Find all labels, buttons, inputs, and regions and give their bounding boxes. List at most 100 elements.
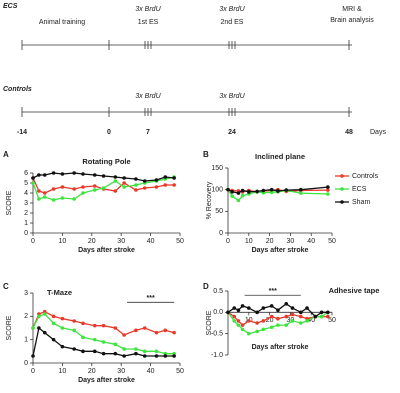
- data-point: [42, 173, 47, 177]
- x-tick-label: 30: [287, 238, 295, 245]
- y-tick-label: 6: [24, 170, 28, 177]
- data-point: [269, 190, 274, 195]
- data-point: [255, 189, 259, 194]
- x-axis-label: Days after stroke: [252, 247, 309, 254]
- legend-label: ECS: [352, 186, 367, 193]
- chart-title: T-Maze: [47, 288, 72, 297]
- event-label: Brain analysis: [330, 17, 374, 24]
- data-point: [261, 188, 266, 193]
- row-label: ECS: [3, 3, 18, 10]
- y-tick-label: 0.0: [213, 309, 223, 316]
- data-point: [284, 323, 289, 327]
- data-point: [134, 177, 138, 181]
- data-point: [269, 325, 274, 330]
- data-point: [113, 189, 118, 193]
- data-point: [101, 186, 106, 190]
- data-point: [60, 196, 65, 200]
- data-point: [113, 342, 118, 347]
- data-point: [122, 333, 126, 337]
- data-point: [134, 183, 138, 187]
- y-axis-label: SCORE: [206, 310, 213, 335]
- data-point: [51, 187, 56, 191]
- data-point: [154, 178, 159, 182]
- chart-title: Rotating Pole: [82, 157, 130, 166]
- data-point: [122, 354, 126, 358]
- data-point: [51, 171, 56, 175]
- y-tick-label: 150: [211, 165, 223, 172]
- y-tick-label: 1: [24, 220, 28, 227]
- data-point: [42, 330, 47, 335]
- legend-label: Sham: [352, 199, 370, 206]
- x-tick-label: 10: [245, 238, 253, 245]
- significance-label: ***: [147, 295, 155, 302]
- y-tick-label: 3: [24, 200, 28, 207]
- data-point: [154, 185, 159, 189]
- x-tick-label: 40: [307, 317, 315, 324]
- data-point: [92, 184, 97, 188]
- x-tick-label: 0: [31, 238, 35, 245]
- y-axis-label: SCORE: [6, 315, 13, 340]
- event-label: 3x BrdU: [135, 6, 161, 13]
- data-point: [113, 351, 118, 356]
- x-tick-label: 40: [147, 368, 155, 375]
- data-point: [326, 192, 330, 196]
- x-tick-label: 50: [176, 368, 184, 375]
- data-point: [154, 349, 159, 354]
- data-point: [122, 176, 126, 180]
- data-point: [113, 326, 118, 330]
- legend-marker: [340, 200, 344, 204]
- x-tick-label: 0: [31, 368, 35, 375]
- data-point: [172, 176, 176, 180]
- data-point: [284, 188, 289, 192]
- data-point: [163, 354, 168, 358]
- data-point: [92, 323, 97, 328]
- chart-title: Adhesive tape: [329, 286, 380, 295]
- day-label: 7: [146, 129, 150, 136]
- data-point: [299, 310, 303, 315]
- y-tick-label: 0.5: [213, 288, 223, 295]
- event-label: 1st ES: [138, 19, 159, 26]
- x-tick-label: 30: [287, 317, 295, 324]
- series-line: [32, 310, 175, 336]
- data-point: [255, 329, 259, 334]
- data-point: [255, 321, 259, 325]
- event-label: 3x BrdU: [219, 6, 245, 13]
- data-point: [230, 194, 234, 198]
- data-point: [92, 188, 97, 192]
- day-label: 24: [228, 129, 236, 136]
- y-tick-label: 4: [24, 190, 28, 197]
- x-tick-label: 40: [147, 238, 155, 245]
- data-point: [134, 328, 138, 333]
- data-point: [142, 179, 147, 183]
- data-point: [276, 189, 280, 193]
- data-point: [42, 312, 47, 316]
- data-point: [154, 354, 159, 358]
- data-point: [226, 187, 230, 192]
- data-point: [326, 188, 330, 192]
- data-point: [226, 310, 230, 315]
- data-point: [232, 319, 237, 323]
- data-point: [51, 337, 56, 342]
- data-point: [31, 181, 35, 185]
- event-label: Animal training: [39, 19, 85, 26]
- y-tick-label: 50: [215, 208, 223, 215]
- data-point: [37, 326, 41, 330]
- x-axis-label: Days after stroke: [78, 377, 135, 384]
- data-point: [240, 327, 245, 332]
- data-point: [101, 323, 106, 328]
- data-point: [72, 328, 76, 333]
- x-axis-label: Days after stroke: [78, 247, 135, 254]
- series-line: [32, 177, 175, 194]
- data-point: [60, 326, 65, 330]
- y-tick-label: 2: [24, 313, 28, 320]
- data-point: [60, 316, 65, 321]
- data-point: [305, 319, 309, 323]
- data-point: [290, 319, 295, 323]
- y-tick-label: 0: [24, 360, 28, 367]
- x-tick-label: 20: [88, 238, 96, 245]
- data-point: [31, 326, 35, 330]
- data-point: [72, 171, 76, 175]
- data-point: [284, 314, 289, 319]
- data-point: [163, 328, 168, 333]
